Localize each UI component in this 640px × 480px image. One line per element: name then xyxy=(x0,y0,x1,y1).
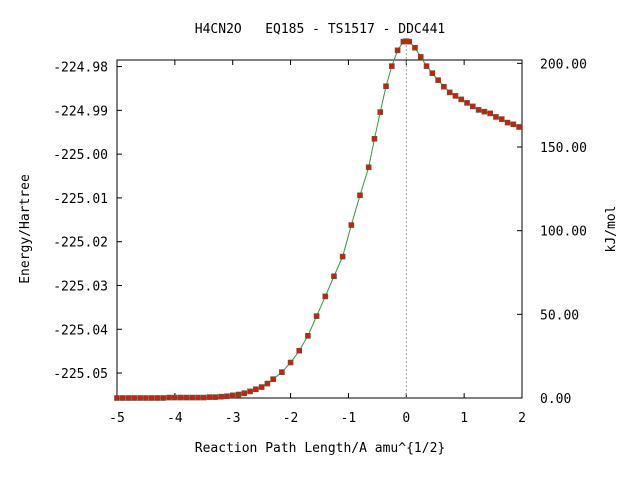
x-tick-label: -5 xyxy=(109,411,125,426)
data-point xyxy=(229,392,236,399)
data-point xyxy=(160,395,167,401)
data-point xyxy=(389,63,395,69)
data-point xyxy=(504,119,511,126)
chart-title: H4CN2O EQ185 - TS1517 - DDC441 xyxy=(195,22,445,37)
data-point xyxy=(114,395,120,401)
data-point xyxy=(241,390,248,396)
data-point xyxy=(429,70,436,76)
y-axis-label: Energy/Hartree xyxy=(18,174,33,284)
y-tick-label: -225.02 xyxy=(53,236,108,251)
data-point xyxy=(235,391,242,398)
data-point xyxy=(195,394,201,401)
data-point xyxy=(200,394,207,401)
x-tick-label: -4 xyxy=(167,411,183,426)
data-point xyxy=(287,359,294,366)
data-point xyxy=(481,108,488,115)
data-point xyxy=(131,395,138,401)
data-point xyxy=(177,394,184,401)
data-point xyxy=(435,77,441,83)
data-point xyxy=(270,376,277,382)
data-point xyxy=(383,83,389,90)
x-tick-label: -2 xyxy=(283,411,299,426)
data-point xyxy=(417,54,424,60)
y-tick-label: -224.99 xyxy=(53,104,108,119)
x-tick-label: 1 xyxy=(460,411,468,426)
data-point xyxy=(423,63,430,69)
data-point xyxy=(371,136,378,142)
data-point xyxy=(331,273,337,280)
y2-tick-label: 150.00 xyxy=(540,141,587,156)
y-tick-label: -224.98 xyxy=(53,61,108,76)
data-point xyxy=(247,388,253,395)
data-point xyxy=(498,116,505,122)
x-tick-label: -3 xyxy=(225,411,241,426)
energy-curve xyxy=(117,40,520,399)
x-tick-label: 0 xyxy=(402,411,410,426)
y-tick-label: -225.05 xyxy=(53,367,108,382)
data-point xyxy=(412,44,418,51)
data-point xyxy=(143,395,149,401)
data-point xyxy=(458,96,465,103)
data-points xyxy=(114,38,522,401)
data-point xyxy=(253,386,259,393)
y-tick-label: -225.03 xyxy=(53,279,108,294)
data-point xyxy=(218,393,224,400)
data-point xyxy=(322,293,329,300)
data-point xyxy=(464,100,470,106)
data-point xyxy=(470,103,476,110)
data-point xyxy=(305,333,311,339)
x-axis-label: Reaction Path Length/A amu^{1/2} xyxy=(195,441,445,456)
data-point xyxy=(296,347,303,354)
data-point xyxy=(172,394,178,401)
data-point xyxy=(475,107,482,113)
data-point xyxy=(357,192,363,199)
x-tick-label: 2 xyxy=(518,411,526,426)
data-point xyxy=(137,395,143,401)
data-point xyxy=(125,395,132,401)
y2-tick-label: 200.00 xyxy=(540,57,587,72)
data-point xyxy=(487,110,493,117)
x-axis-ticks: -5 -4 -3 -2 -1 0 1 2 xyxy=(109,60,526,426)
y-tick-label: -225.04 xyxy=(53,323,108,338)
data-point xyxy=(206,394,213,400)
data-point xyxy=(452,93,459,99)
data-point xyxy=(313,313,320,319)
data-point xyxy=(365,164,372,171)
data-point xyxy=(224,393,230,400)
data-point xyxy=(510,121,517,128)
plot-frame xyxy=(116,59,523,399)
data-point xyxy=(394,47,401,54)
y-tick-label: -225.00 xyxy=(53,148,108,163)
y-tick-label: -225.01 xyxy=(53,192,108,207)
data-point xyxy=(166,394,172,401)
data-point xyxy=(339,253,346,260)
data-point xyxy=(189,394,196,401)
y2-tick-label: 50.00 xyxy=(540,308,579,323)
data-point xyxy=(493,114,499,120)
data-point xyxy=(348,222,355,228)
data-point xyxy=(212,394,219,400)
data-point xyxy=(377,109,384,115)
data-point xyxy=(154,395,161,401)
y2-axis-label: kJ/mol xyxy=(604,206,619,253)
y2-tick-label: 100.00 xyxy=(540,225,587,240)
data-point xyxy=(441,83,447,90)
data-point xyxy=(148,395,155,401)
x-tick-label: -1 xyxy=(341,411,357,426)
data-point xyxy=(183,394,190,401)
y2-axis-ticks: 0.00 50.00 100.00 150.00 200.00 xyxy=(517,57,587,407)
data-point xyxy=(119,395,126,401)
data-point xyxy=(264,380,271,387)
data-point xyxy=(516,124,522,130)
data-point xyxy=(406,38,412,45)
y2-tick-label: 0.00 xyxy=(540,392,571,407)
data-point xyxy=(279,369,285,375)
data-point xyxy=(446,89,453,96)
y-axis-ticks: -224.98 -224.99 -225.00 -225.01 -225.02 -225.… xyxy=(53,61,122,382)
data-point xyxy=(258,384,265,390)
